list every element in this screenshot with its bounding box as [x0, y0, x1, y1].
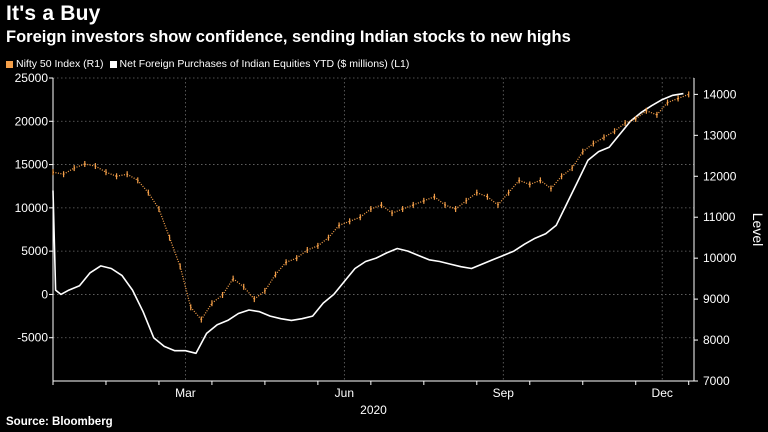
nifty-segment: [582, 142, 594, 153]
nifty-segment: [253, 290, 266, 300]
nifty-segment: [370, 204, 382, 210]
nifty-segment: [571, 151, 584, 169]
nifty-segment: [147, 192, 160, 210]
nifty-segment: [116, 173, 128, 177]
chart-title: It's a Buy: [6, 2, 101, 25]
nifty-segment: [412, 200, 425, 206]
right-tick-label: 8000: [703, 333, 730, 347]
right-tick-label: 10000: [703, 251, 737, 265]
nifty-segment: [158, 208, 171, 238]
nifty-segment: [603, 130, 615, 138]
nifty-segment: [434, 196, 446, 206]
nifty-segment: [285, 257, 297, 263]
nifty-segment: [486, 196, 499, 206]
right-tick-label: 12000: [703, 169, 737, 183]
left-tick-label: 5000: [21, 244, 48, 258]
chart-subtitle: Foreign investors show confidence, sendi…: [6, 28, 571, 46]
left-tick-label: 15000: [15, 158, 49, 172]
nifty-segment: [264, 274, 277, 292]
right-tick-label: 13000: [703, 128, 737, 142]
left-tick-label: -5000: [17, 331, 48, 345]
left-tick-label: 0: [41, 287, 48, 301]
nifty-segment: [168, 237, 181, 267]
x-tick-label: Sep: [493, 386, 515, 400]
left-tick-label: 25000: [15, 71, 49, 85]
nifty-segment: [243, 286, 255, 300]
nifty-segment: [105, 171, 117, 177]
nifty-segment: [391, 208, 403, 214]
nifty-segment: [508, 179, 520, 194]
nifty-segment: [677, 93, 689, 100]
nifty-segment: [221, 278, 234, 296]
nifty-segment: [646, 110, 658, 116]
legend-label-nifty: Nifty 50 Index (R1): [16, 58, 104, 70]
legend-item-foreign-purchases: Net Foreign Purchases of Indian Equities…: [109, 58, 410, 70]
legend-label-foreign-purchases: Net Foreign Purchases of Indian Equities…: [119, 58, 410, 70]
nifty-segment: [497, 192, 510, 206]
nifty-segment: [73, 163, 86, 169]
nifty-segment: [179, 266, 192, 308]
nifty-segment: [667, 97, 679, 104]
nifty-segment: [656, 102, 669, 116]
nifty-segment: [95, 165, 107, 173]
right-axis-title: Level: [750, 213, 766, 246]
left-tick-label: 20000: [15, 114, 49, 128]
nifty-segment: [359, 208, 372, 218]
nifty-segment: [126, 173, 139, 181]
nifty-segment: [550, 175, 563, 189]
x-tick-label: Dec: [652, 386, 673, 400]
nifty-segment: [317, 237, 329, 247]
nifty-segment: [539, 179, 552, 190]
nifty-segment: [465, 192, 478, 202]
nifty-segment: [338, 220, 350, 227]
nifty-segment: [327, 224, 340, 239]
nifty-segment: [381, 204, 393, 214]
nifty-segment: [84, 163, 96, 167]
nifty-segment: [402, 204, 414, 210]
nifty-segment: [275, 261, 287, 275]
source-note: Source: Bloomberg: [6, 416, 113, 428]
nifty-segment: [624, 118, 636, 124]
nifty-segment: [52, 171, 64, 175]
legend: Nifty 50 Index (R1) Net Foreign Purchase…: [6, 58, 415, 70]
nifty-segment: [593, 136, 605, 145]
nifty-segment: [200, 302, 213, 320]
nifty-segment: [137, 179, 149, 194]
nifty-segment: [63, 167, 75, 175]
right-tick-label: 14000: [703, 87, 737, 101]
nifty-segment: [561, 167, 573, 177]
right-tick-label: 11000: [703, 210, 736, 224]
legend-swatch-foreign-purchases: [109, 60, 117, 68]
foreign-purchases-line: [52, 92, 684, 355]
x-tick-label: Jun: [335, 386, 354, 400]
right-tick-label: 9000: [703, 292, 730, 306]
nifty-segment: [232, 278, 245, 288]
nifty-segment: [211, 294, 223, 304]
nifty-segment: [307, 245, 319, 251]
right-tick-label: 7000: [703, 374, 730, 388]
legend-swatch-nifty: [6, 60, 13, 68]
nifty-segment: [423, 196, 435, 202]
nifty-segment: [444, 204, 456, 210]
nifty-segment: [476, 192, 488, 198]
nifty-segment: [349, 216, 361, 222]
nifty-segment: [190, 306, 202, 321]
x-year-label: 2020: [360, 403, 387, 417]
nifty-segment: [518, 179, 531, 186]
legend-item-nifty: Nifty 50 Index (R1): [6, 58, 104, 70]
nifty-segment: [529, 179, 541, 186]
left-tick-label: 10000: [15, 201, 49, 215]
x-tick-label: Mar: [175, 386, 196, 400]
